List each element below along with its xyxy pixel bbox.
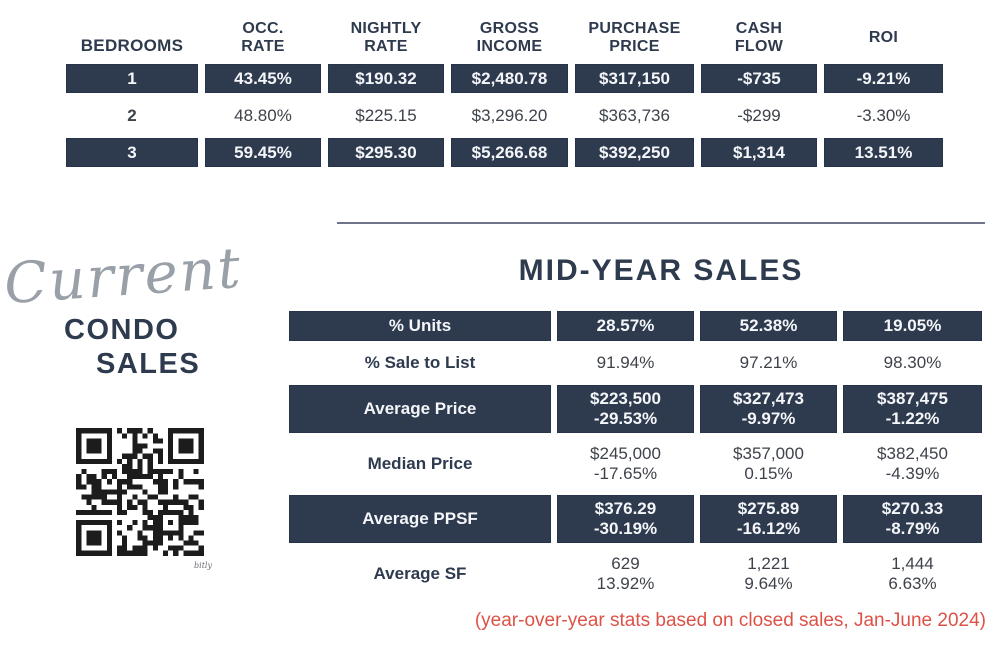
mid-table-value-cell: $327,473 -9.97% — [700, 385, 837, 433]
mid-table-value-cell: 98.30% — [883, 352, 942, 372]
mid-table-value-cell: 1,444 6.63% — [888, 553, 937, 593]
mid-table-row-label: % Sale to List — [364, 352, 476, 372]
qr-code: bitly — [66, 418, 214, 570]
mid-table-row-label: Average SF — [373, 563, 467, 583]
mid-table-value-cell: $387,475 -1.22% — [843, 385, 982, 433]
top-table-cell: $392,250 — [575, 138, 694, 167]
condo-title-line: CONDO — [64, 314, 180, 346]
top-table-header: ROI — [868, 29, 899, 47]
mid-table-row-label: Average Price — [289, 385, 551, 433]
top-table-cell: 1 — [66, 64, 198, 93]
top-table-cell: $295.30 — [328, 138, 444, 167]
current-script-text: Current — [2, 235, 245, 318]
top-table-cell: $225.15 — [355, 105, 417, 125]
mid-table-value-cell: 91.94% — [596, 352, 655, 372]
yoy-stats-caption: (year-over-year stats based on closed sa… — [474, 610, 986, 631]
qr-credit-label: bitly — [194, 561, 212, 570]
mid-table-value-cell: $245,000 -17.65% — [590, 443, 661, 483]
mid-table-value-cell: $357,000 0.15% — [733, 443, 804, 483]
mid-table-value-cell: 52.38% — [700, 311, 837, 341]
sales-title-line: SALES — [96, 348, 201, 380]
mid-table-value-cell: $270.33 -8.79% — [843, 495, 982, 543]
top-table-cell: -$735 — [701, 64, 817, 93]
mid-table-row-label: Average PPSF — [289, 495, 551, 543]
top-table-header: GROSS INCOME — [476, 20, 543, 55]
mid-year-sales-table: % Units 28.57% 52.38% 19.05% % Sale to List 9… — [289, 311, 982, 598]
mid-table-value-cell: 19.05% — [843, 311, 982, 341]
mid-table-row-label: % Units — [289, 311, 551, 341]
mid-table-value-cell: $376.29 -30.19% — [557, 495, 694, 543]
top-table-cell: 48.80% — [234, 105, 292, 125]
mid-table-value-cell: $275.89 -16.12% — [700, 495, 837, 543]
top-table-cell: $363,736 — [599, 105, 670, 125]
mid-table-value-cell: 28.57% — [557, 311, 694, 341]
top-table-cell: $1,314 — [701, 138, 817, 167]
top-table-header: OCC. RATE — [241, 20, 285, 55]
top-table-cell: 2 — [127, 105, 137, 125]
top-table-cell: $190.32 — [328, 64, 444, 93]
top-table-header: NIGHTLY RATE — [350, 20, 422, 55]
bedrooms-performance-table: BEDROOMS OCC. RATE NIGHTLY RATE GROSS INCOM… — [66, 20, 943, 167]
top-table-header: PURCHASE PRICE — [588, 20, 681, 55]
mid-table-value-cell: 1,221 9.64% — [744, 553, 793, 593]
top-table-cell: 3 — [66, 138, 198, 167]
top-table-cell: 13.51% — [824, 138, 943, 167]
top-table-cell: $317,150 — [575, 64, 694, 93]
top-table-cell: 59.45% — [205, 138, 321, 167]
top-table-cell: $2,480.78 — [451, 64, 568, 93]
mid-table-value-cell: $223,500 -29.53% — [557, 385, 694, 433]
top-table-cell: -$299 — [737, 105, 781, 125]
mid-table-value-cell: 629 13.92% — [596, 553, 655, 593]
qr-code-image — [76, 428, 204, 556]
mid-table-value-cell: 97.21% — [739, 352, 798, 372]
top-table-header: BEDROOMS — [80, 35, 184, 55]
top-table-cell: 43.45% — [205, 64, 321, 93]
mid-table-row-label: Median Price — [367, 453, 473, 473]
top-table-header: CASH FLOW — [734, 20, 784, 55]
top-table-cell: -3.30% — [856, 105, 911, 125]
mid-table-value-cell: $382,450 -4.39% — [877, 443, 948, 483]
mid-year-sales-title: MID-YEAR SALES — [518, 254, 804, 287]
top-table-cell: -9.21% — [824, 64, 943, 93]
top-table-cell: $3,296.20 — [471, 105, 548, 125]
top-table-cell: $5,266.68 — [451, 138, 568, 167]
section-divider-line — [337, 222, 985, 224]
